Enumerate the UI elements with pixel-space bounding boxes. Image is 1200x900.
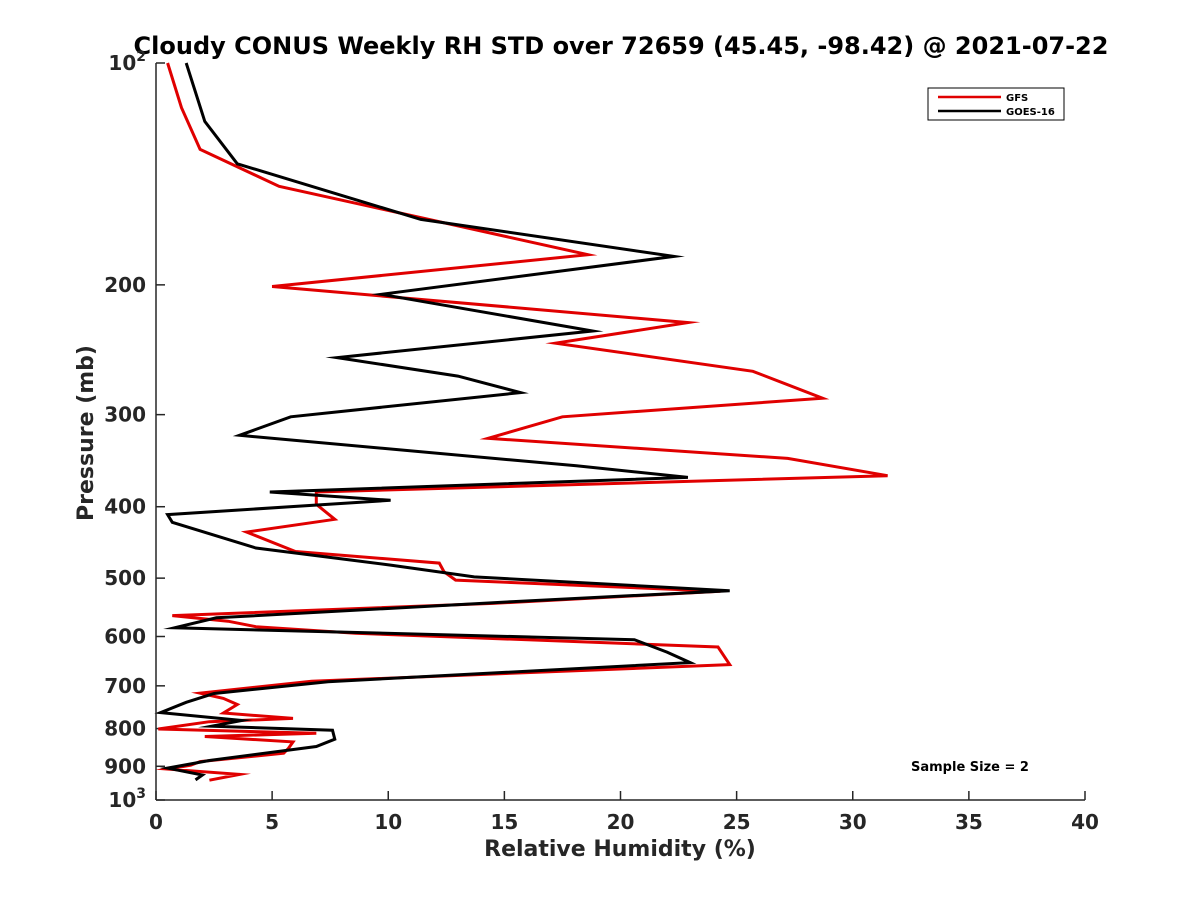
legend-label-goes16: GOES-16 — [1006, 107, 1055, 118]
legend-label-gfs: GFS — [1006, 93, 1028, 104]
y-tick-label-base: 10 — [108, 51, 136, 75]
y-tick-label: 900 — [104, 754, 146, 778]
y-tick-label: 700 — [104, 674, 146, 698]
chart-title: Cloudy CONUS Weekly RH STD over 72659 (4… — [134, 32, 1109, 60]
legend-box — [927, 87, 1065, 121]
y-tick-label: 200 — [104, 273, 146, 297]
x-tick-label: 15 — [490, 810, 518, 834]
y-tick-label: 102 — [108, 49, 146, 75]
x-tick-label: 25 — [723, 810, 751, 834]
y-tick-label: 500 — [104, 566, 146, 590]
plot-series — [154, 62, 888, 782]
axis-ticks: 0 5 10 15 20 25 30 35 40102200300400500600700800… — [104, 49, 1099, 834]
x-tick-label: 10 — [374, 810, 402, 834]
y-tick-label: 800 — [104, 717, 146, 741]
x-tick-label: 0 — [149, 810, 163, 834]
y-tick-label: 103 — [108, 786, 146, 812]
x-tick-label: 30 — [839, 810, 867, 834]
sample-size-annotation: Sample Size = 2 — [911, 760, 1029, 775]
y-axis-title: Pressure (mb) — [74, 345, 99, 521]
legend: GFS GOES-16 — [927, 87, 1065, 121]
x-tick-label: 35 — [955, 810, 983, 834]
y-tick-label: 300 — [104, 403, 146, 427]
x-axis-title: Relative Humidity (%) — [484, 837, 756, 862]
y-tick-label-exponent: 2 — [136, 49, 146, 65]
x-tick-label: 5 — [265, 810, 279, 834]
y-tick-label-base: 10 — [108, 788, 136, 812]
series-line-goes16 — [154, 62, 730, 782]
y-tick-label: 600 — [104, 624, 146, 648]
x-tick-label: 40 — [1071, 810, 1099, 834]
y-tick-label: 400 — [104, 495, 146, 519]
y-tick-label-exponent: 3 — [136, 786, 146, 802]
x-tick-label: 20 — [607, 810, 635, 834]
